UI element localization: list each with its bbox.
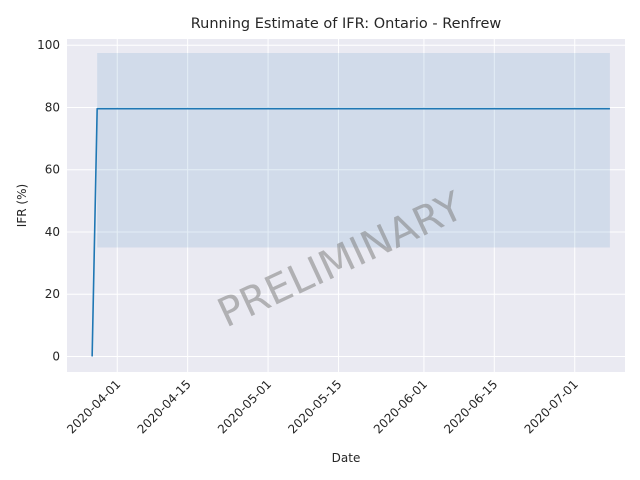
x-tick-labels: 2020-04-01 2020-04-15 2020-05-01 2020-05-15…	[64, 377, 581, 436]
y-tick-label: 80	[45, 100, 60, 114]
x-tick-label: 2020-06-15	[441, 377, 500, 436]
y-tick-label: 40	[45, 225, 60, 239]
y-axis-label: IFR (%)	[15, 184, 29, 227]
grid	[67, 39, 625, 372]
x-tick-label: 2020-07-01	[522, 377, 581, 436]
y-tick-label: 20	[45, 287, 60, 301]
y-tick-labels: 0 20 40 60 80 100	[37, 38, 60, 363]
x-tick-label: 2020-06-01	[371, 377, 430, 436]
x-tick-label: 2020-04-15	[135, 377, 194, 436]
x-tick-label: 2020-04-01	[64, 377, 123, 436]
x-tick-label: 2020-05-01	[215, 377, 274, 436]
x-tick-label: 2020-05-15	[285, 377, 344, 436]
y-tick-label: 100	[37, 38, 60, 52]
confidence-band-layer	[97, 53, 610, 248]
y-tick-label: 60	[45, 163, 60, 177]
ifr-series-line	[91, 107, 610, 357]
plot-area	[67, 39, 625, 372]
series-layer	[91, 107, 610, 357]
y-tick-label: 0	[52, 349, 60, 363]
chart-title: Running Estimate of IFR: Ontario - Renfr…	[191, 16, 502, 32]
confidence-band	[97, 53, 610, 248]
x-axis-label: Date	[332, 451, 361, 465]
